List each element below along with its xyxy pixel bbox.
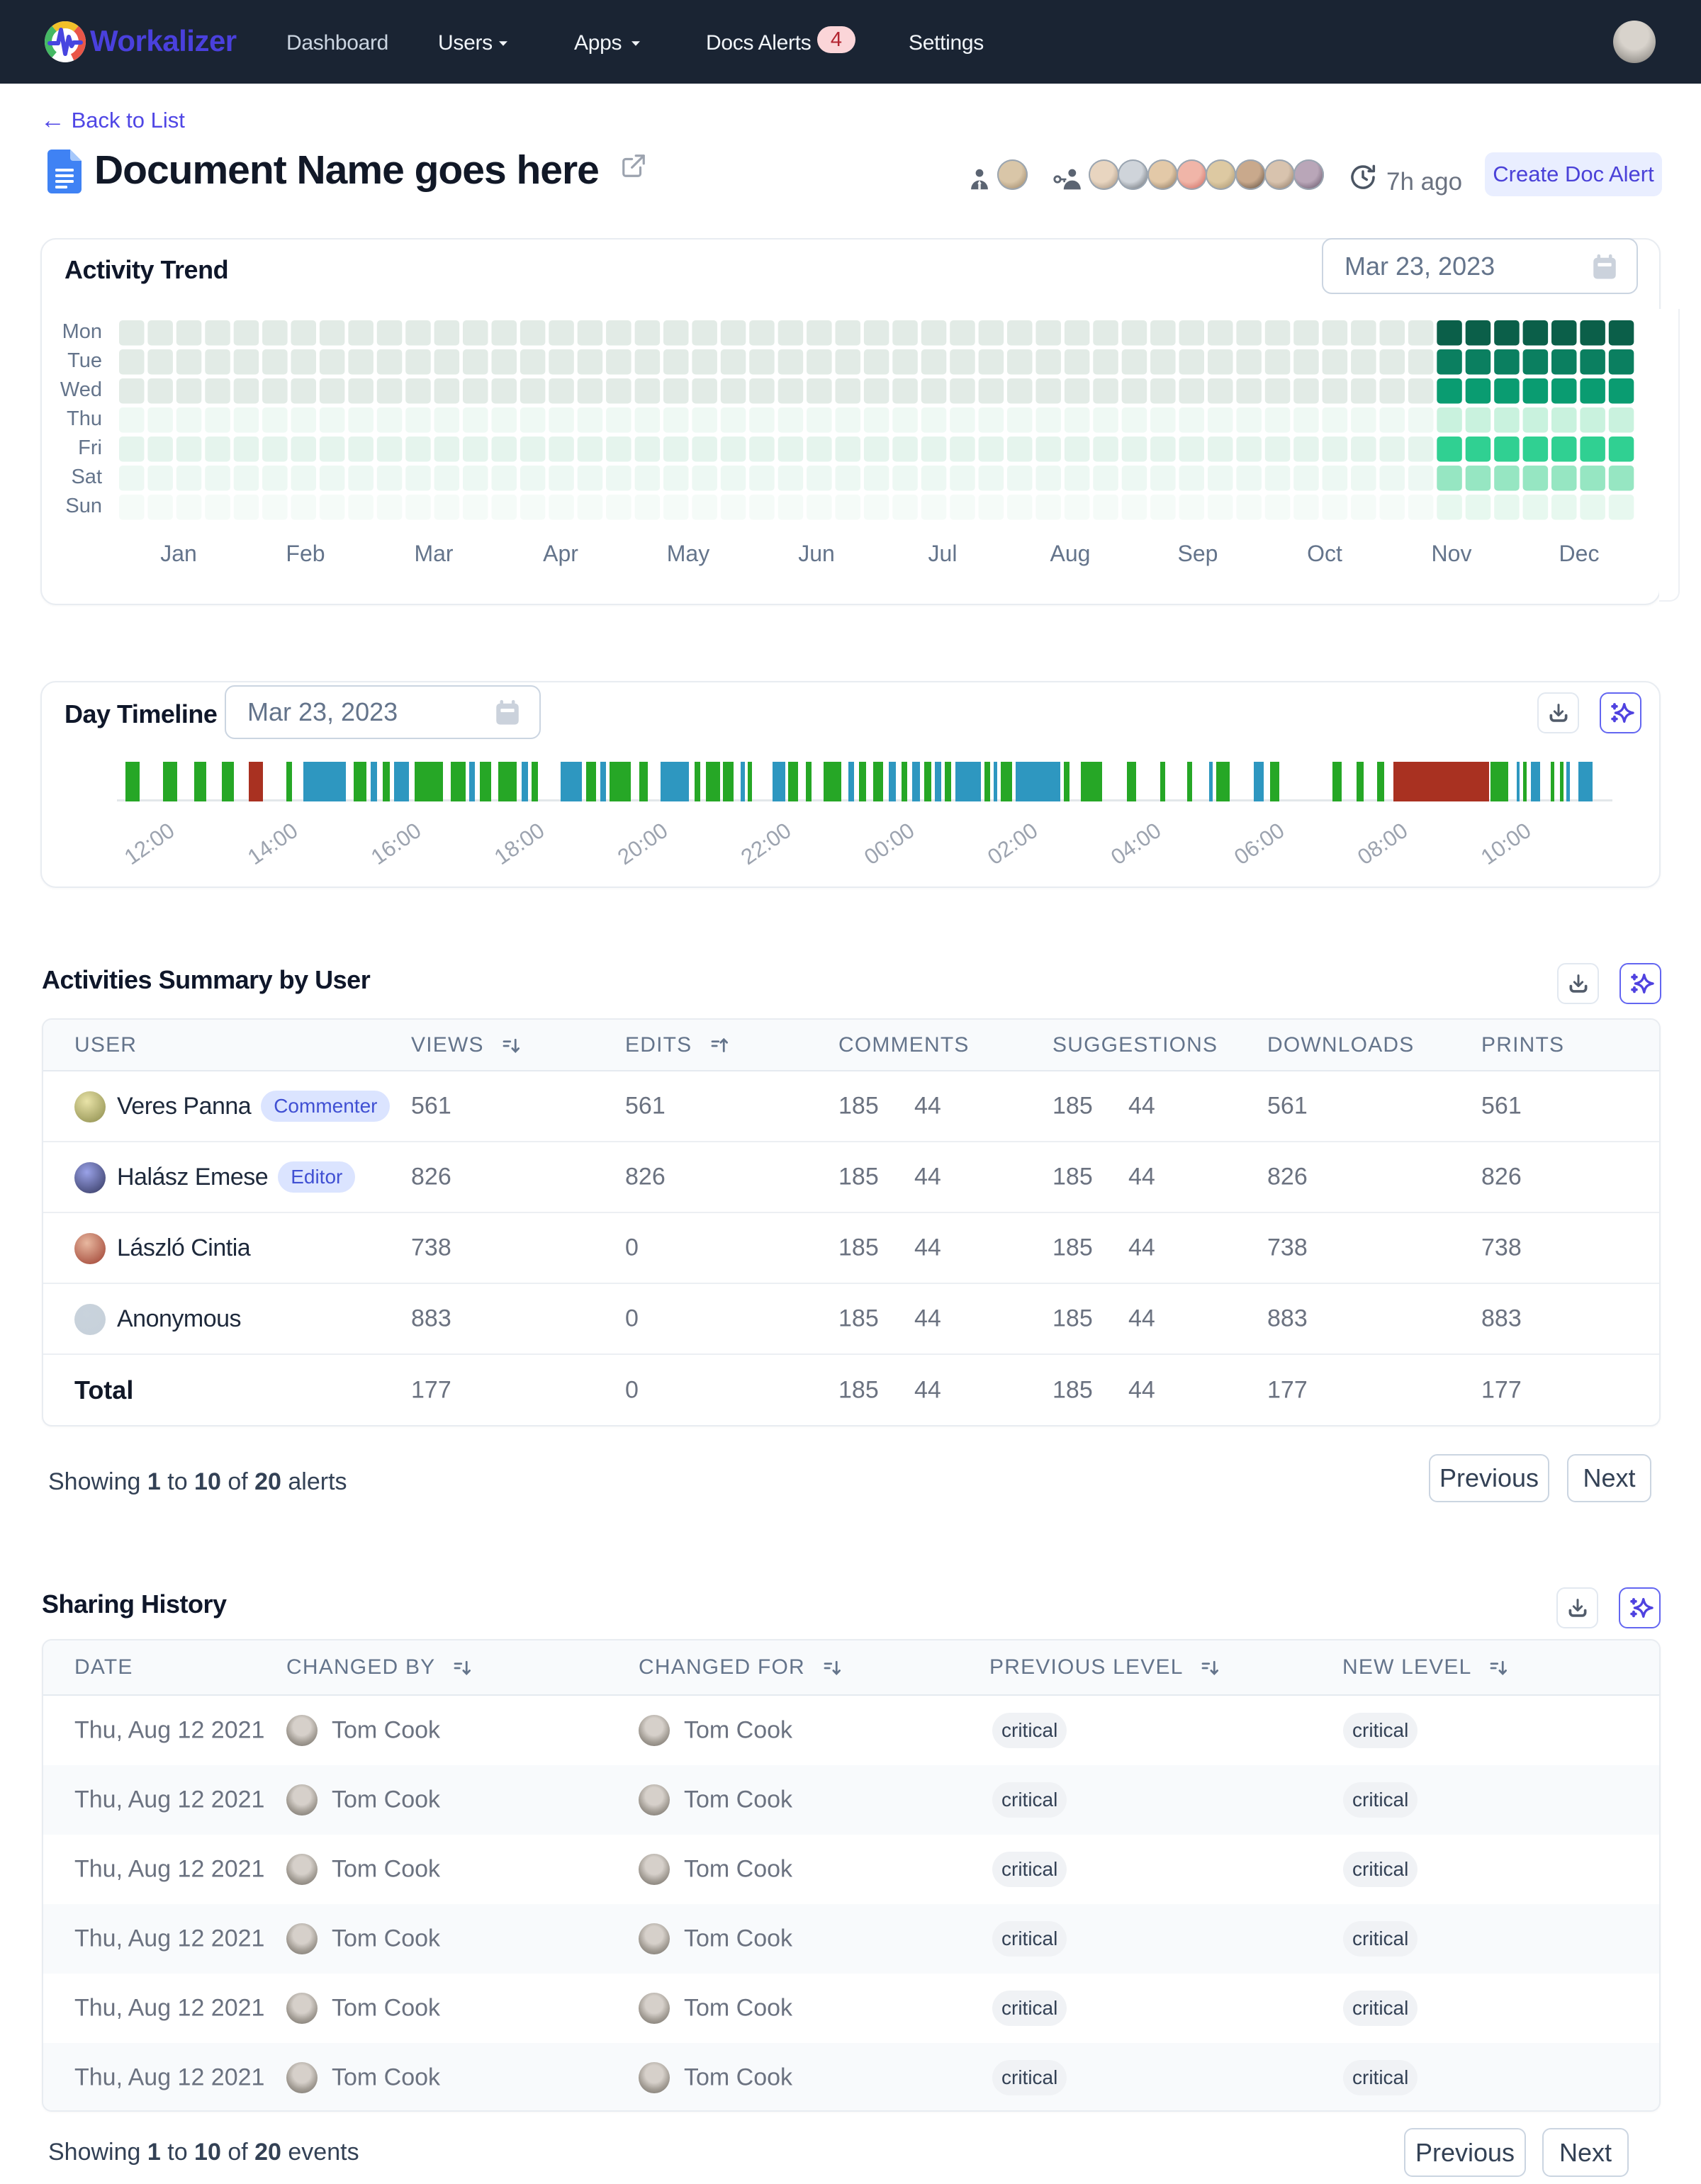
svg-text:Dec: Dec <box>1559 541 1600 566</box>
svg-text:Thu: Thu <box>67 407 102 430</box>
svg-text:Mon: Mon <box>62 320 102 343</box>
svg-text:Feb: Feb <box>286 541 325 566</box>
svg-text:Aug: Aug <box>1050 541 1091 566</box>
svg-text:Wed: Wed <box>60 378 102 401</box>
svg-text:Oct: Oct <box>1307 541 1342 566</box>
svg-text:Fri: Fri <box>78 437 102 459</box>
svg-text:May: May <box>667 541 709 566</box>
svg-text:Nov: Nov <box>1432 541 1472 566</box>
svg-text:Jan: Jan <box>160 541 197 566</box>
svg-text:Sun: Sun <box>65 495 102 517</box>
svg-text:Jul: Jul <box>928 541 958 566</box>
svg-text:Jun: Jun <box>798 541 835 566</box>
svg-text:Sep: Sep <box>1178 541 1218 566</box>
svg-text:Apr: Apr <box>543 541 578 566</box>
svg-text:Tue: Tue <box>67 349 102 372</box>
svg-text:Sat: Sat <box>71 466 102 488</box>
svg-text:Mar: Mar <box>414 541 453 566</box>
